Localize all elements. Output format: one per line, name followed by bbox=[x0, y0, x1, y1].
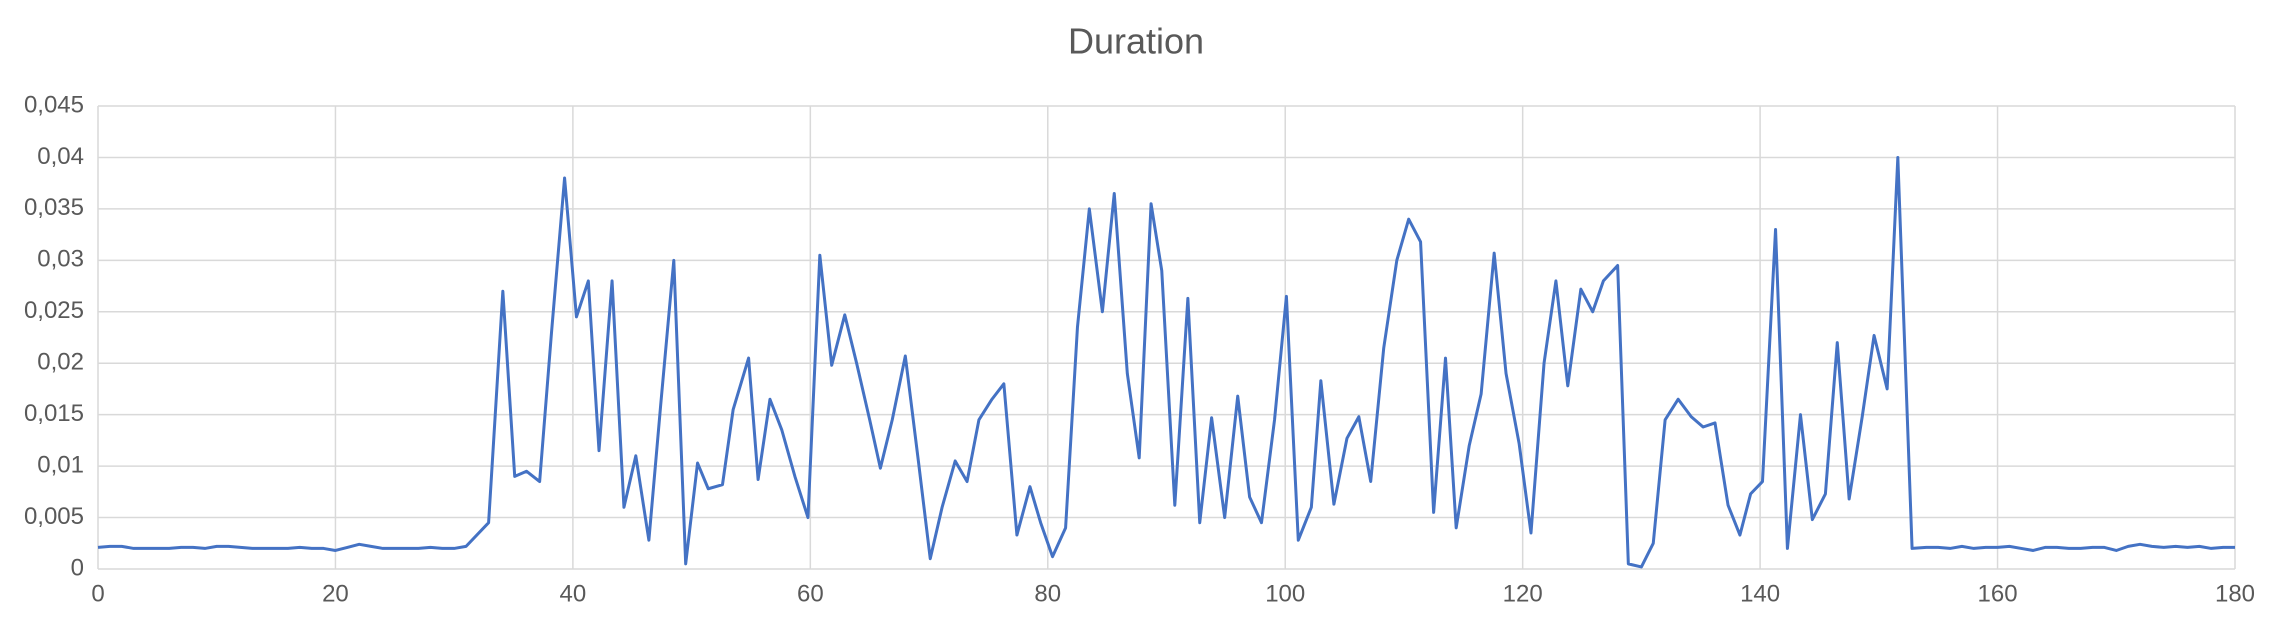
y-tick-label: 0,04 bbox=[37, 143, 84, 170]
y-tick-label: 0,035 bbox=[24, 194, 84, 221]
x-tick-label: 140 bbox=[1740, 580, 1780, 607]
y-tick-label: 0,005 bbox=[24, 503, 84, 530]
x-tick-label: 0 bbox=[91, 580, 104, 607]
x-tick-label: 120 bbox=[1503, 580, 1543, 607]
x-tick-label: 180 bbox=[2215, 580, 2255, 607]
y-tick-label: 0,015 bbox=[24, 400, 84, 427]
chart-title: Duration bbox=[1068, 21, 1204, 62]
x-tick-label: 60 bbox=[797, 580, 824, 607]
y-tick-label: 0,045 bbox=[24, 91, 84, 118]
y-tick-label: 0,03 bbox=[37, 246, 84, 273]
x-tick-label: 100 bbox=[1265, 580, 1305, 607]
y-tick-label: 0,02 bbox=[37, 349, 84, 376]
x-tick-label: 20 bbox=[322, 580, 349, 607]
x-tick-label: 40 bbox=[560, 580, 587, 607]
y-tick-label: 0,01 bbox=[37, 451, 84, 478]
y-tick-label: 0 bbox=[71, 554, 84, 581]
x-tick-label: 80 bbox=[1034, 580, 1061, 607]
y-tick-label: 0,025 bbox=[24, 297, 84, 324]
data-line bbox=[97, 155, 2235, 569]
x-tick-label: 160 bbox=[1978, 580, 2018, 607]
